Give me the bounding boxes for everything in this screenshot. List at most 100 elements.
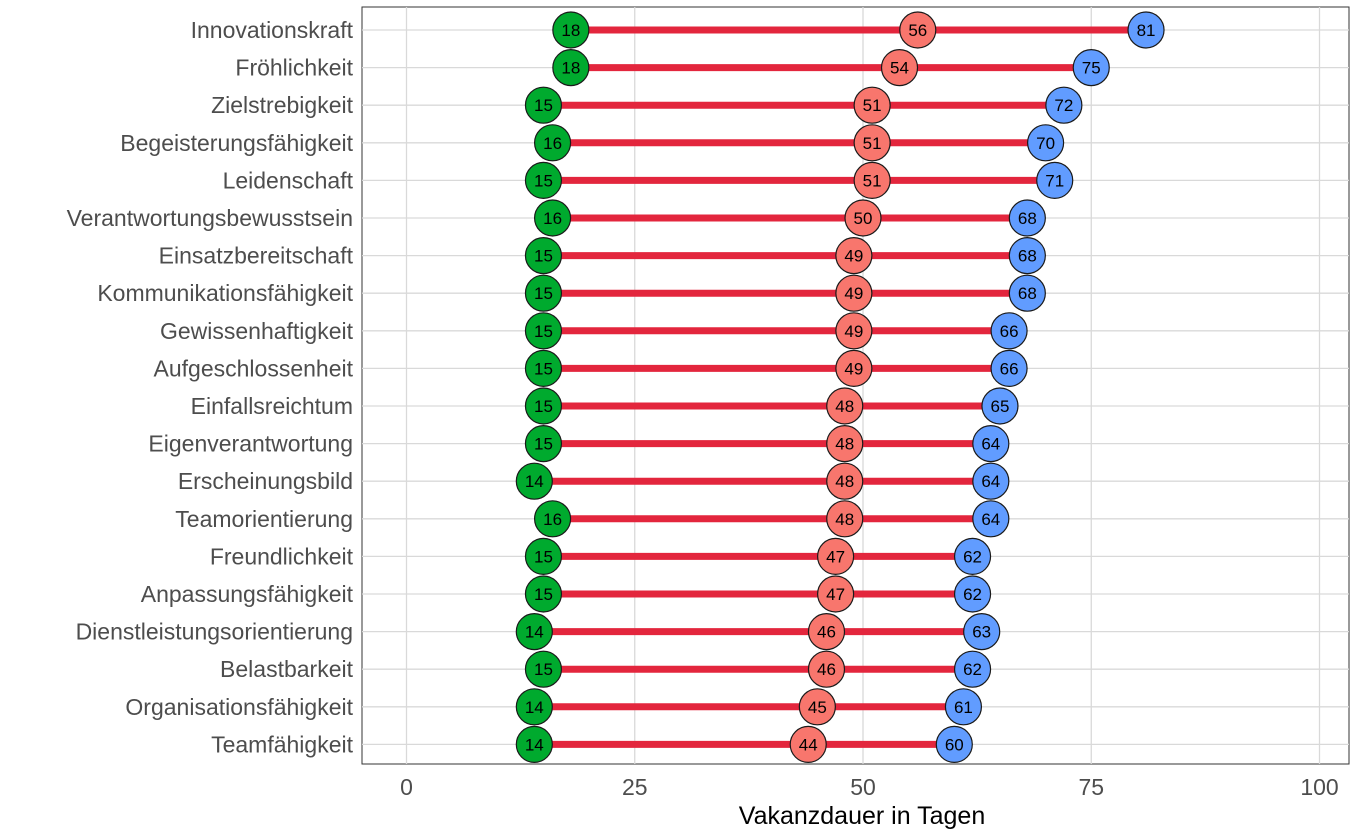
point-marker [798,688,836,726]
point-value-label: 48 [835,397,854,416]
point-marker [515,612,553,651]
point-marker [533,199,572,237]
point-marker [524,425,563,463]
category-label: Freundlichkeit [210,543,354,569]
point-marker [524,349,563,387]
category-label: Erscheinungsbild [178,468,353,494]
point-marker [835,274,873,312]
point-marker [835,237,873,275]
points: 18 18 15 16 15 16 15 15 15 15 15 15 14 16 15 15 14 15 14 14… [515,11,1165,764]
point-value-label: 81 [1137,21,1156,40]
point-marker [524,86,563,124]
point-marker [935,725,973,764]
category-label: Aufgeschlossenheit [154,355,354,381]
point-marker [1127,11,1165,49]
point-value-label: 51 [863,96,882,115]
point-marker [880,48,919,87]
point-marker [817,575,855,613]
point-marker [807,650,846,688]
point-marker [515,462,553,500]
point-marker [515,725,553,764]
x-tick-label: 25 [622,774,648,800]
point-marker [826,425,864,463]
point-marker [1072,48,1110,87]
point-marker [826,387,864,425]
point-value-label: 49 [844,284,863,303]
point-marker [853,124,891,162]
category-label: Belastbarkeit [220,656,354,682]
point-marker [524,537,563,576]
point-marker [944,688,983,726]
point-value-label: 64 [981,472,1000,491]
point-marker [835,312,873,350]
point-marker [533,124,572,162]
point-value-label: 64 [981,510,1000,529]
category-label: Teamorientierung [175,506,353,532]
point-marker [524,575,563,613]
point-marker [515,688,553,726]
x-tick-label: 50 [850,774,876,800]
point-value-label: 70 [1036,134,1055,153]
point-marker [972,500,1010,538]
point-marker [963,612,1001,651]
point-marker [953,575,992,613]
x-tick-labels: 0 25 50 75 100 [400,774,1339,800]
point-marker [817,537,855,576]
point-value-label: 15 [534,247,553,266]
point-value-label: 15 [534,397,553,416]
point-value-label: 68 [1018,209,1037,228]
point-marker [807,612,846,651]
point-value-label: 51 [863,134,882,153]
point-marker [789,725,827,764]
point-marker [853,86,891,124]
x-tick-label: 0 [400,774,413,800]
point-marker [1026,124,1065,162]
point-marker [972,425,1010,463]
point-marker [899,11,937,49]
point-marker [853,161,891,199]
point-value-label: 15 [534,660,553,679]
point-value-label: 64 [981,435,1000,454]
category-label: Einsatzbereitschaft [159,243,354,269]
point-value-label: 72 [1054,96,1073,115]
point-value-label: 68 [1018,284,1037,303]
point-value-label: 62 [963,585,982,604]
segments [534,26,1147,748]
point-marker [1036,161,1074,199]
point-marker [1008,237,1046,275]
point-value-label: 71 [1045,171,1064,190]
point-value-label: 60 [945,735,964,754]
point-value-label: 18 [561,21,580,40]
point-value-label: 62 [963,547,982,566]
point-marker [1045,86,1083,124]
x-tick-label: 75 [1078,774,1104,800]
point-marker [981,387,1019,425]
point-value-label: 49 [844,247,863,266]
category-label: Innovationskraft [191,17,354,43]
point-marker [1008,274,1046,312]
point-value-label: 68 [1018,247,1037,266]
point-value-label: 14 [525,735,544,754]
point-value-label: 46 [817,623,836,642]
point-value-label: 48 [835,510,854,529]
category-label: Einfallsreichtum [191,393,353,419]
point-value-label: 75 [1082,59,1101,78]
point-value-label: 62 [963,660,982,679]
point-value-label: 44 [799,735,818,754]
point-marker [972,462,1010,500]
category-label: Gewissenhaftigkeit [160,318,354,344]
point-marker [552,48,590,87]
point-value-label: 46 [817,660,836,679]
category-label: Anpassungsfähigkeit [141,581,354,607]
point-value-label: 61 [954,698,973,717]
point-value-label: 14 [525,472,544,491]
category-label: Kommunikationsfähigkeit [97,280,353,306]
point-value-label: 48 [835,435,854,454]
point-marker [826,500,864,538]
point-value-label: 49 [844,322,863,341]
point-value-label: 16 [543,510,562,529]
point-marker [844,199,882,237]
point-value-label: 14 [525,623,544,642]
point-value-label: 56 [908,21,927,40]
point-value-label: 49 [844,359,863,378]
